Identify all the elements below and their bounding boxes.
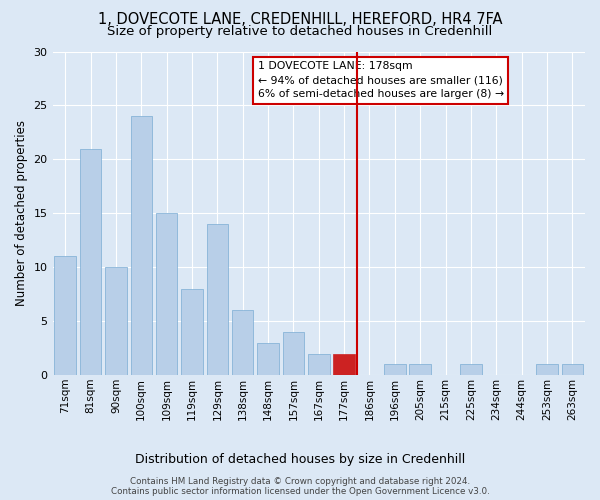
Bar <box>181 289 203 375</box>
Bar <box>283 332 304 375</box>
Bar <box>460 364 482 375</box>
Bar <box>131 116 152 375</box>
Bar <box>80 148 101 375</box>
Y-axis label: Number of detached properties: Number of detached properties <box>15 120 28 306</box>
Text: Size of property relative to detached houses in Credenhill: Size of property relative to detached ho… <box>107 25 493 38</box>
Bar <box>55 256 76 375</box>
Text: Distribution of detached houses by size in Credenhill: Distribution of detached houses by size … <box>135 452 465 466</box>
Bar <box>156 214 178 375</box>
Bar <box>257 342 279 375</box>
Text: Contains HM Land Registry data © Crown copyright and database right 2024.
Contai: Contains HM Land Registry data © Crown c… <box>110 476 490 496</box>
Bar <box>105 267 127 375</box>
Text: 1 DOVECOTE LANE: 178sqm
← 94% of detached houses are smaller (116)
6% of semi-de: 1 DOVECOTE LANE: 178sqm ← 94% of detache… <box>257 61 503 99</box>
Bar <box>536 364 558 375</box>
Bar <box>409 364 431 375</box>
Bar <box>334 354 355 375</box>
Bar <box>384 364 406 375</box>
Bar <box>232 310 253 375</box>
Bar <box>308 354 329 375</box>
Text: 1, DOVECOTE LANE, CREDENHILL, HEREFORD, HR4 7FA: 1, DOVECOTE LANE, CREDENHILL, HEREFORD, … <box>98 12 502 28</box>
Bar <box>206 224 228 375</box>
Bar <box>562 364 583 375</box>
